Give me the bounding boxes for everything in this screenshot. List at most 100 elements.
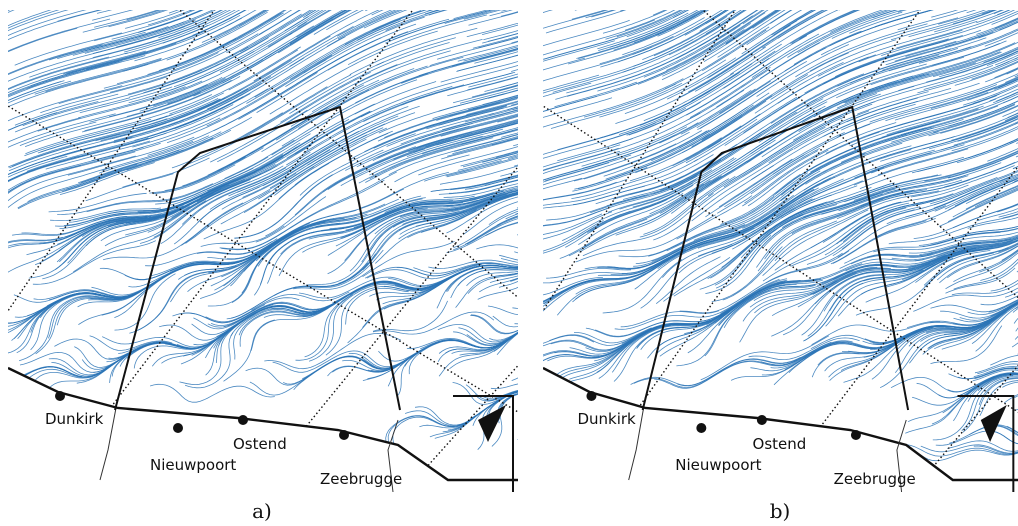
streamline xyxy=(439,313,603,376)
streamline xyxy=(363,241,455,276)
streamline xyxy=(520,123,656,166)
streamline xyxy=(189,0,315,11)
streamline xyxy=(497,59,648,122)
streamline xyxy=(450,136,621,190)
streamline xyxy=(285,17,424,87)
city-dot xyxy=(757,415,767,425)
streamline xyxy=(78,264,232,307)
streamline xyxy=(139,0,287,32)
streamline xyxy=(453,183,585,248)
panel-caption: b) xyxy=(770,499,791,523)
streamline xyxy=(511,178,582,202)
streamline xyxy=(424,161,501,182)
streamline xyxy=(80,87,172,113)
inset-box xyxy=(957,396,1013,492)
streamline xyxy=(248,0,391,10)
city-dot xyxy=(55,391,65,401)
streamline xyxy=(472,53,600,97)
streamline xyxy=(660,282,798,356)
streamline xyxy=(663,257,730,301)
streamline xyxy=(172,113,283,168)
figure: DunkirkNieuwpoortOstendZeebruggea)Dunkir… xyxy=(0,0,1018,526)
streamline xyxy=(504,140,613,179)
streamline xyxy=(871,145,964,173)
streamline xyxy=(510,231,618,280)
streamline xyxy=(102,264,204,315)
streamline xyxy=(452,313,589,353)
streamline xyxy=(483,11,574,40)
streamline xyxy=(1005,222,1018,297)
streamline xyxy=(800,0,897,39)
streamline xyxy=(709,0,836,53)
streamline xyxy=(885,87,996,121)
streamline xyxy=(770,0,857,24)
streamline xyxy=(488,3,597,41)
streamline xyxy=(887,106,984,135)
streamline xyxy=(533,252,681,319)
streamline xyxy=(656,257,720,304)
place-label: Zeebrugge xyxy=(834,470,916,488)
streamline xyxy=(479,245,571,292)
dotted-line xyxy=(534,100,1018,430)
streamline xyxy=(785,4,956,72)
streamline xyxy=(544,5,696,60)
place-label: Dunkirk xyxy=(45,410,104,428)
streamline xyxy=(114,242,276,299)
streamline xyxy=(513,58,585,80)
streamline xyxy=(473,1,609,48)
streamline xyxy=(94,0,190,27)
streamline xyxy=(478,0,624,48)
map-panel xyxy=(506,0,1018,510)
streamline xyxy=(519,312,600,326)
streamline xyxy=(386,409,485,449)
land xyxy=(8,368,518,492)
streamline xyxy=(518,96,597,120)
streamline xyxy=(912,360,1018,406)
streamline xyxy=(775,202,901,270)
streamline xyxy=(19,296,129,361)
streamline xyxy=(706,0,829,24)
streamline xyxy=(600,64,752,138)
streamline xyxy=(452,190,535,220)
streamline xyxy=(982,0,1018,14)
streamline xyxy=(976,41,1018,95)
streamline xyxy=(501,0,658,11)
streamline xyxy=(931,0,1018,17)
streamline xyxy=(250,357,352,395)
place-label: Nieuwpoort xyxy=(150,456,236,474)
streamline xyxy=(501,0,672,16)
streamline xyxy=(724,117,845,187)
city-dot xyxy=(238,415,248,425)
streamline xyxy=(698,109,821,185)
streamline xyxy=(482,0,620,43)
streamline xyxy=(38,114,173,153)
streamline xyxy=(456,15,618,72)
city-dot xyxy=(851,430,861,440)
streamline xyxy=(238,72,317,119)
streamline xyxy=(419,248,564,294)
streamline xyxy=(511,279,604,316)
streamline xyxy=(878,126,1018,175)
streamline xyxy=(0,147,143,208)
place-label: Zeebrugge xyxy=(320,470,402,488)
streamline xyxy=(559,323,704,377)
streamline xyxy=(210,142,337,210)
streamline xyxy=(328,340,499,376)
streamline xyxy=(115,274,176,330)
streamline xyxy=(438,321,537,362)
streamline xyxy=(437,28,549,59)
streamline xyxy=(348,266,512,343)
streamline xyxy=(482,0,627,35)
streamline xyxy=(0,0,105,18)
panel-caption: a) xyxy=(252,499,272,523)
place-label: Ostend xyxy=(753,435,807,453)
streamline xyxy=(483,41,642,105)
streamline xyxy=(520,0,595,20)
streamline xyxy=(102,337,206,347)
streamline xyxy=(429,0,593,15)
city-dot xyxy=(586,391,596,401)
streamline xyxy=(150,384,275,402)
streamline xyxy=(512,6,609,43)
north-arrow xyxy=(981,405,1007,442)
streamline xyxy=(0,0,85,37)
